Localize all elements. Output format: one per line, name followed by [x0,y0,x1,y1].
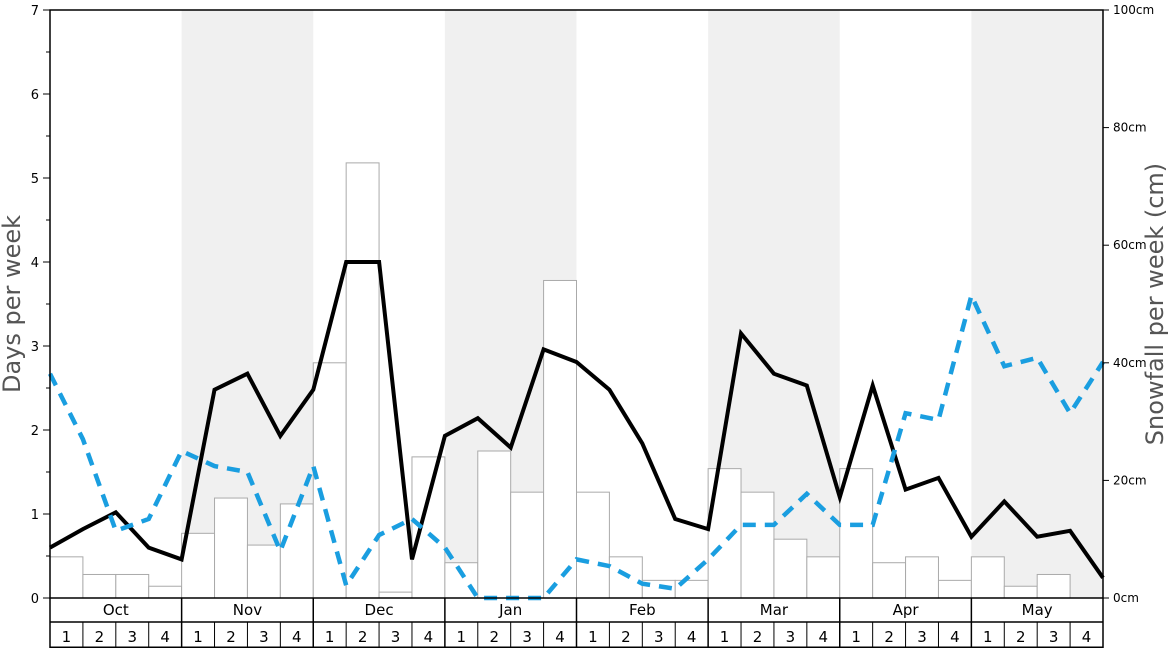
week-label: 2 [95,628,105,646]
left-tick-label: 5 [31,172,39,187]
snowfall-bar [1003,585,1038,599]
week-label: 2 [884,628,894,646]
month-shade-may [971,10,1103,598]
week-label: 4 [555,628,565,646]
snowfall-bar [740,491,775,599]
left-tick-label: 6 [31,88,39,103]
week-label: 3 [391,628,401,646]
week-label: 1 [851,628,861,646]
left-tick-label: 7 [31,4,39,19]
week-label: 3 [259,628,269,646]
month-label-may: May [1022,601,1053,619]
snowfall-bar [214,497,248,599]
week-label: 4 [687,628,697,646]
snowfall-bar [279,503,314,599]
snowfall-bar [576,491,610,599]
week-label: 2 [226,628,236,646]
week-label: 2 [621,628,631,646]
month-label-dec: Dec [365,601,394,619]
snowfall-bar [970,556,1005,599]
right-tick-label: 60cm [1113,238,1147,252]
snowfall-bar [378,591,413,599]
snowfall-bar [345,162,380,599]
week-label: 1 [720,628,730,646]
month-label-nov: Nov [233,601,262,619]
week-label: 1 [457,628,467,646]
week-label: 4 [424,628,434,646]
snowfall-bar [82,573,117,599]
week-label: 4 [160,628,170,646]
month-label-feb: Feb [629,601,656,619]
week-label: 3 [786,628,796,646]
week-label: 4 [950,628,960,646]
month-week-axis: Oct 1 2 3 4 Nov 1 2 3 4 Dec 1 2 3 4 Jan 1 2 3 4 Feb 1 2 3 4 Mar 1 2… [49,598,1104,648]
snowfall-bar [49,556,84,599]
week-label: 3 [917,628,927,646]
left-tick-label: 2 [31,424,39,439]
snowfall-bar [1036,573,1071,599]
day-lines [47,260,1105,601]
left-tick-label: 4 [31,256,39,271]
dashed-days-line [47,289,1105,601]
snowfall-bar [181,532,216,599]
snowfall-bar [115,573,150,599]
left-tick-label: 3 [31,340,39,355]
week-label: 1 [588,628,598,646]
week-label: 1 [983,628,993,646]
left-axis: 0 1 2 3 4 5 6 7 [31,4,50,607]
month-label-mar: Mar [760,601,789,619]
week-label: 2 [358,628,368,646]
week-label: 3 [522,628,532,646]
week-label: 3 [654,628,664,646]
snowfall-bar [806,556,841,599]
snowfall-bar [477,450,512,599]
week-label: 1 [193,628,203,646]
snowfall-bar [937,579,972,599]
snowfall-bars [49,162,1071,599]
snowfall-bar [411,456,446,599]
right-axis: 0cm 20cm 40cm 60cm 80cm 100cm [1103,3,1154,605]
month-label-apr: Apr [893,601,920,619]
snowfall-bar [246,544,281,599]
snowfall-bar [510,491,545,599]
week-label: 4 [292,628,302,646]
week-label: 2 [1016,628,1026,646]
week-label: 3 [127,628,137,646]
left-axis-title: Days per week [0,215,26,393]
right-tick-label: 40cm [1113,356,1147,370]
left-tick-label: 1 [31,508,39,523]
snowfall-bar [872,562,907,599]
week-label: 1 [325,628,335,646]
snowfall-bar [148,585,183,599]
week-label: 2 [753,628,763,646]
snowfall-bar [839,468,874,599]
right-axis-title: Snowfall per week (cm) [1141,163,1168,445]
month-label-oct: Oct [103,601,129,619]
week-label: 4 [819,628,829,646]
month-label-jan: Jan [498,601,522,619]
week-label: 2 [489,628,499,646]
snowfall-bar [905,556,939,599]
snowfall-bar [543,279,577,599]
right-tick-label: 100cm [1113,3,1154,17]
week-label: 3 [1049,628,1059,646]
week-label: 1 [62,628,72,646]
snowfall-bar [773,538,808,599]
week-label: 4 [1082,628,1092,646]
solid-days-line [49,260,1105,579]
right-tick-label: 80cm [1113,121,1147,135]
left-tick-label: 0 [31,592,39,607]
right-tick-label: 20cm [1113,473,1147,487]
right-tick-label: 0cm [1113,591,1139,605]
